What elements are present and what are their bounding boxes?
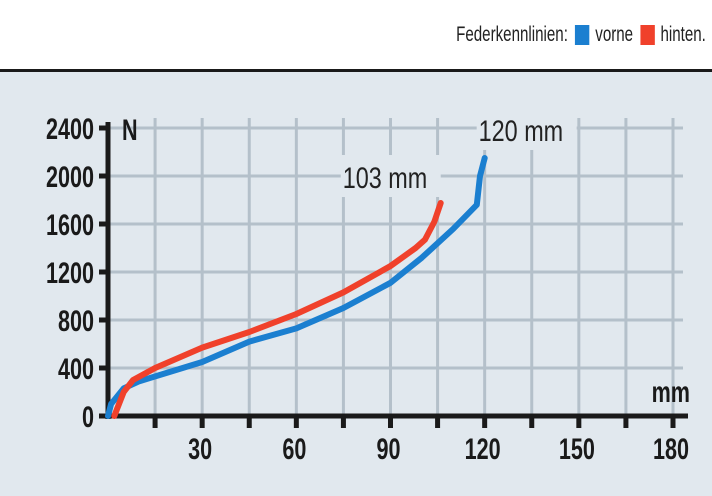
end-label-background: [340, 155, 441, 197]
x-tick-label: 30: [188, 431, 212, 465]
x-tick-label: 150: [559, 431, 595, 465]
y-tick-label: 1600: [46, 207, 94, 241]
series-line-hinten: [111, 200, 444, 419]
legend-title: Federkennlinien:: [456, 23, 569, 46]
legend: Federkennlinien: vorne hinten.: [456, 20, 706, 50]
legend-label-hinten: hinten.: [660, 23, 706, 46]
y-tick-label: 800: [58, 303, 94, 337]
y-tick-label: 2000: [46, 159, 94, 193]
end-label-background: [476, 108, 577, 150]
y-tick-label: 1200: [46, 255, 94, 289]
x-tick-label: 60: [282, 431, 306, 465]
legend-label-vorne: vorne: [595, 23, 634, 46]
y-tick-label: 400: [58, 351, 94, 385]
end-label-vorne: 120 mm: [479, 114, 563, 147]
x-axis-label: mm: [652, 374, 690, 408]
legend-swatch-vorne: [575, 25, 590, 45]
y-axis-label: N: [122, 112, 138, 146]
y-tick-label: 0: [82, 399, 94, 433]
x-tick-label: 90: [376, 431, 400, 465]
end-label-hinten: 103 mm: [343, 161, 427, 194]
divider: [0, 69, 712, 72]
legend-swatch-hinten: [640, 25, 655, 45]
x-tick-label: 180: [653, 431, 689, 465]
y-tick-label: 2400: [46, 111, 94, 145]
x-tick-label: 120: [465, 431, 501, 465]
